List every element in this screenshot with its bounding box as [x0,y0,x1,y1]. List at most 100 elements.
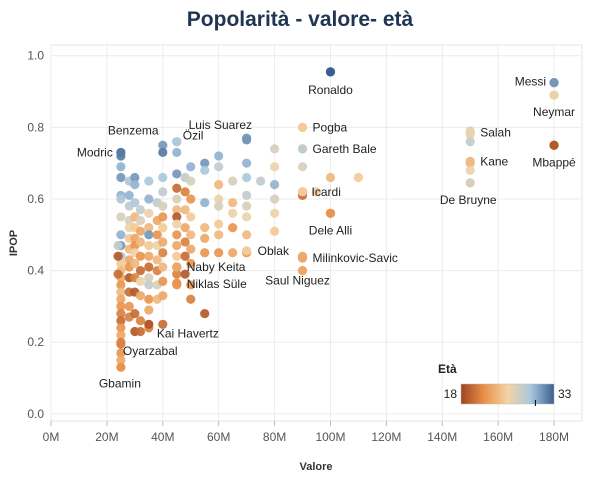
annotated-point [325,67,336,77]
color-legend: Età 18 33 [438,362,572,406]
point-label: Naby Keita [187,260,246,274]
gridlines [50,44,583,422]
data-point [214,194,224,204]
x-tick-label: 140M [427,430,457,444]
data-point [214,248,224,258]
point-label: Gbamin [99,376,141,390]
point-label: Milinkovic-Savic [313,251,398,265]
data-point [200,158,210,168]
data-point [186,280,196,290]
point-label: Messi [515,75,546,89]
point-label: De Bruyne [440,193,497,207]
data-point [214,162,224,172]
point-label: Özil [183,129,204,143]
data-point [200,223,210,233]
data-point [269,226,280,236]
data-point [130,172,140,183]
data-point [242,230,252,240]
point-label: Icardi [312,185,341,199]
data-point [180,251,190,261]
data-point [242,201,252,211]
y-tick-label: 0.4 [27,264,44,278]
data-point [214,180,224,190]
point-label: Kane [480,154,508,168]
data-point [135,226,146,236]
annotated-point [297,253,308,263]
data-point [180,223,190,233]
y-axis-title: IPOP [8,230,20,256]
data-point [144,208,154,218]
data-point [200,165,210,175]
data-point [130,308,140,319]
data-point [144,223,154,233]
annotated-point [116,147,126,158]
data-point [130,258,140,269]
data-points [113,67,559,365]
data-point [228,197,238,208]
point-label: Neymar [533,105,575,119]
y-tick-label: 0.8 [27,120,44,134]
data-point [158,172,168,183]
data-point [214,201,224,211]
y-tick-label: 1.0 [27,49,44,63]
data-point [242,158,252,168]
data-point [186,258,196,269]
data-point [144,230,154,240]
annotated-point [116,339,126,349]
legend-min-label: 18 [444,387,458,401]
data-point [158,237,168,247]
data-point [116,301,126,312]
data-point [186,194,196,204]
data-point [172,251,182,261]
point-label: Mbappé [532,155,576,169]
point-label: Saul Niguez [265,274,330,288]
data-point [242,172,252,183]
annotated-point [325,208,336,218]
data-point [269,208,280,218]
data-point [116,230,126,240]
annotated-point [549,78,559,88]
data-point [214,230,224,240]
annotated-point [465,128,475,138]
legend-max-label: 33 [558,387,572,401]
point-label: Niklas Süle [187,277,247,291]
data-point [158,262,168,272]
data-point [172,183,182,193]
data-point [269,144,280,154]
data-point [144,294,154,304]
data-point [465,137,475,147]
point-label: Ronaldo [308,83,353,97]
data-point [158,187,168,197]
data-point [186,212,196,222]
data-point [113,269,123,279]
data-point [200,197,210,208]
data-point [297,162,308,172]
data-point [353,172,364,183]
point-label: Luis Suarez [189,118,252,132]
point-label: Oblak [258,244,290,258]
data-point [325,172,336,183]
data-point [186,230,196,240]
x-tick-label: 80M [263,430,286,444]
y-tick-label: 0.2 [27,335,44,349]
data-point [113,251,123,261]
data-point [214,219,224,229]
data-point [228,208,238,218]
data-point [269,180,280,190]
data-point [186,162,196,172]
point-label: Oyarzabal [123,344,178,358]
data-point [180,205,190,215]
data-point [144,251,154,261]
data-point [172,194,182,204]
annotated-point [465,156,475,166]
data-point [172,147,182,158]
data-point [144,240,154,251]
data-point [152,255,162,265]
point-label: Dele Alli [309,223,352,237]
data-point [172,219,182,229]
annotated-point [144,319,154,329]
data-point [180,269,190,279]
data-point [135,251,146,261]
data-point [135,316,146,326]
